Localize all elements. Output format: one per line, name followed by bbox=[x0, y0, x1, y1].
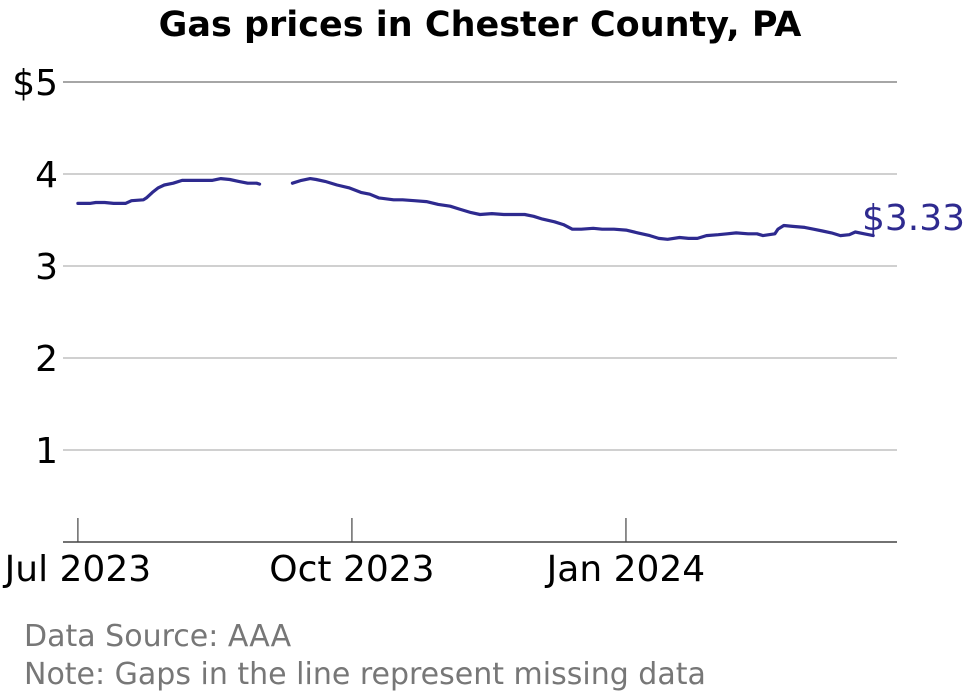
last-price-label: $3.33 bbox=[862, 198, 965, 239]
price-line-segment-2 bbox=[290, 177, 875, 241]
price-series bbox=[76, 177, 875, 241]
chart-title: Gas prices in Chester County, PA bbox=[159, 5, 802, 45]
x-tick-label: Jan 2024 bbox=[545, 549, 706, 590]
x-axis-tick-labels: Jul 2023 Oct 2023 Jan 2024 bbox=[3, 549, 706, 590]
price-line-segment-1 bbox=[76, 177, 262, 205]
x-axis bbox=[63, 518, 897, 543]
y-axis-tick-labels: 1 2 3 4 $5 bbox=[12, 63, 58, 472]
y-tick-label-2: 2 bbox=[35, 339, 58, 380]
y-tick-label-1: 1 bbox=[35, 431, 58, 472]
missing-data-note: Note: Gaps in the line represent missing… bbox=[24, 657, 706, 692]
y-tick-label-4: 4 bbox=[35, 155, 58, 196]
x-tick-label: Oct 2023 bbox=[269, 549, 434, 590]
gridlines bbox=[63, 81, 897, 451]
y-tick-label-3: 3 bbox=[35, 247, 58, 288]
data-source-note: Data Source: AAA bbox=[24, 619, 292, 654]
x-tick-label: Jul 2023 bbox=[3, 549, 152, 590]
y-tick-label-5: $5 bbox=[12, 63, 58, 104]
